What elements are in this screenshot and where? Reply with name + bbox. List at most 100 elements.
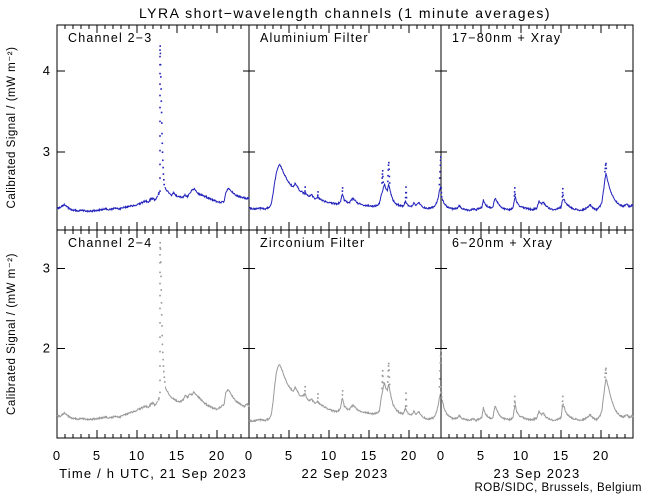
series-dot bbox=[514, 402, 516, 404]
series-dot bbox=[160, 302, 163, 304]
series-dot bbox=[438, 177, 441, 179]
panel-row0-col0: Channel 2−3 bbox=[56, 31, 250, 213]
series-dot bbox=[562, 403, 564, 406]
series-line bbox=[248, 163, 442, 212]
series-dot bbox=[388, 362, 390, 365]
series-dot bbox=[163, 376, 166, 378]
panel-row0-col1: Aluminium Filter bbox=[248, 31, 442, 212]
series-dot bbox=[341, 190, 344, 192]
series-dot bbox=[381, 387, 383, 390]
series-dot bbox=[381, 374, 384, 377]
panel-label: Zirconium Filter bbox=[260, 236, 365, 250]
series-dot bbox=[161, 343, 164, 346]
series-dot bbox=[160, 289, 162, 291]
series-dot bbox=[440, 156, 442, 158]
series-dot bbox=[159, 246, 161, 249]
series-line bbox=[56, 195, 159, 213]
panel-row1-col0: Channel 2−4 bbox=[56, 236, 250, 422]
series-dot bbox=[162, 358, 164, 361]
panel-row0-col2: 17−80nm + Xray bbox=[440, 31, 634, 212]
x-tick-label: 10 bbox=[513, 448, 529, 463]
series-dot bbox=[160, 100, 163, 102]
series-dot bbox=[381, 182, 383, 184]
series-dot bbox=[562, 395, 564, 398]
series-dot bbox=[160, 111, 163, 114]
series-dot bbox=[317, 393, 319, 395]
series-dot bbox=[388, 182, 391, 184]
series-dot bbox=[162, 365, 165, 367]
series-dot bbox=[159, 45, 161, 47]
x-tick-label: 20 bbox=[593, 448, 609, 463]
series-dot bbox=[159, 120, 161, 123]
series-dot bbox=[388, 383, 391, 386]
series-dot bbox=[513, 405, 516, 407]
series-dot bbox=[160, 88, 162, 90]
series-dot bbox=[158, 397, 160, 399]
series-dot bbox=[404, 196, 407, 199]
series-dot bbox=[438, 386, 441, 388]
series-dot bbox=[317, 397, 319, 399]
series-dot bbox=[387, 180, 389, 183]
series-dot bbox=[159, 135, 161, 137]
series-dot bbox=[562, 194, 564, 196]
series-dot bbox=[405, 398, 408, 401]
series-dot bbox=[159, 248, 162, 250]
series-dot bbox=[388, 168, 390, 170]
x-tick-label: 5 bbox=[285, 448, 293, 463]
series-dot bbox=[163, 370, 165, 373]
y-axis-label: Calibrated Signal / (mW m⁻²) bbox=[6, 253, 18, 415]
y-tick-label: 3 bbox=[43, 144, 50, 159]
series-dot bbox=[317, 191, 319, 193]
series-dot bbox=[159, 163, 161, 166]
y-tick-label: 3 bbox=[43, 260, 50, 275]
series-dot bbox=[439, 370, 441, 372]
series-dot bbox=[161, 132, 163, 135]
x-tick-label: 0 bbox=[437, 448, 445, 463]
series-dot bbox=[159, 190, 161, 192]
series-line bbox=[56, 400, 159, 422]
series-dot bbox=[405, 196, 408, 199]
series-dot bbox=[514, 193, 516, 196]
series-dot bbox=[605, 367, 607, 370]
series-dot bbox=[388, 369, 390, 371]
series-dot bbox=[159, 177, 161, 179]
axes bbox=[56, 24, 634, 439]
series-dot bbox=[382, 181, 384, 183]
series-dot bbox=[405, 191, 408, 194]
series-dot bbox=[561, 191, 564, 194]
series-dot bbox=[159, 94, 161, 97]
series-dot bbox=[304, 386, 306, 388]
series-line bbox=[164, 386, 250, 411]
series-dot bbox=[387, 375, 389, 378]
series-dot bbox=[513, 195, 516, 197]
series-dot bbox=[159, 391, 161, 394]
panel-label: 17−80nm + Xray bbox=[452, 31, 561, 45]
series-dot bbox=[164, 381, 166, 383]
series-dot bbox=[381, 177, 383, 179]
series-dot bbox=[162, 173, 165, 175]
panel-label: Channel 2−3 bbox=[68, 31, 152, 45]
series-dot bbox=[159, 49, 161, 51]
x-axis-date-label: Time / h UTC, 21 Sep 2023 bbox=[59, 466, 247, 481]
series-dot bbox=[561, 196, 564, 198]
series-dot bbox=[159, 350, 161, 353]
series-dot bbox=[304, 190, 306, 192]
series-dot bbox=[161, 325, 163, 327]
series-dot bbox=[162, 159, 164, 162]
series-dot bbox=[604, 369, 607, 371]
series-dot bbox=[439, 355, 442, 358]
series-dot bbox=[405, 186, 407, 188]
series-dot bbox=[317, 194, 319, 196]
series-dot bbox=[159, 242, 161, 244]
x-tick-label: 5 bbox=[93, 448, 101, 463]
series-dot bbox=[440, 191, 443, 194]
panel-label: Channel 2−4 bbox=[68, 236, 152, 250]
series-dot bbox=[163, 179, 165, 181]
series-dot bbox=[159, 282, 161, 285]
series-dot bbox=[159, 55, 161, 58]
series-dot bbox=[604, 164, 607, 166]
series-dot bbox=[382, 382, 384, 384]
y-tick-label: 4 bbox=[43, 63, 50, 78]
